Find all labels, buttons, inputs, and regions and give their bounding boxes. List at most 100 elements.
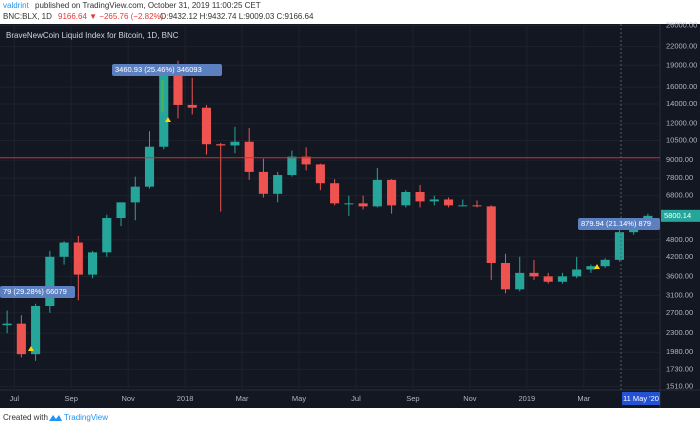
author[interactable]: valdrint	[3, 1, 30, 10]
candle-body	[458, 205, 468, 207]
y-tick-label: 19000.00	[666, 60, 697, 69]
last-price-box	[661, 209, 700, 222]
annotation-box	[578, 218, 660, 230]
candle-body	[45, 256, 55, 306]
logo	[49, 415, 62, 421]
y-tick-label: 10500.00	[666, 136, 697, 145]
y-tick-label: 9000.00	[666, 155, 693, 164]
candle-body	[358, 203, 368, 207]
cursor-date-box	[622, 392, 660, 405]
candle-body	[73, 242, 83, 275]
y-tick-label: 12000.00	[666, 119, 697, 128]
candle-body	[273, 175, 283, 194]
candle-body	[144, 146, 155, 187]
candle-body	[173, 74, 183, 105]
brand[interactable]: TradingView	[64, 413, 108, 422]
y-tick-label: 14000.00	[666, 99, 697, 108]
y-tick-label: 3100.00	[666, 290, 693, 299]
published: published on TradingView.com, October 31…	[35, 1, 261, 10]
candle-body	[372, 179, 382, 207]
annotation: 3460.93 (25.46%) 346093	[115, 65, 202, 74]
symbol: BNC:BLX, 1D	[3, 12, 52, 21]
x-tick-label: Sep	[65, 394, 78, 403]
candle-body	[529, 272, 539, 277]
annotation: 79 (29.28%) 66079	[3, 287, 67, 296]
marker	[165, 117, 171, 122]
candle-body	[201, 107, 212, 145]
candle-body	[230, 141, 240, 146]
x-tick-label: Mar	[236, 394, 249, 403]
candle-body	[330, 183, 340, 204]
candle-body	[16, 323, 26, 355]
candle-body	[515, 272, 525, 290]
y-tick-label: 1980.00	[666, 347, 693, 356]
x-tick-label: Jul	[9, 394, 19, 403]
candle-body	[557, 276, 568, 282]
marker	[594, 264, 600, 269]
candle-body	[130, 186, 140, 203]
candle-body	[187, 104, 197, 108]
candle-body	[415, 191, 425, 202]
annotation: 879.94 (21.14%) 879	[581, 219, 651, 228]
candle-body	[572, 269, 582, 277]
x-tick-label: Nov	[463, 394, 477, 403]
annotation-box	[0, 286, 75, 298]
candle-body	[258, 171, 268, 194]
y-tick-label: 16000.00	[666, 82, 697, 91]
y-tick-label: 26000.00	[666, 20, 697, 29]
last-price-label: 5800.14	[664, 211, 691, 220]
candle-body	[543, 276, 553, 282]
candle-body	[31, 305, 41, 355]
candle-body	[429, 199, 439, 202]
candle-body	[244, 141, 254, 172]
y-tick-label: 7800.00	[666, 173, 693, 182]
candle-body	[116, 202, 126, 219]
candle-body	[287, 156, 297, 176]
candle-body	[387, 179, 397, 206]
x-tick-label: May	[292, 394, 306, 403]
candle-body	[586, 266, 596, 270]
candle-body	[500, 262, 511, 290]
candle-body	[2, 323, 12, 326]
footer-text: Created with	[3, 413, 48, 422]
marker	[28, 346, 34, 351]
candle-body	[59, 242, 69, 257]
x-tick-label: 2018	[177, 394, 194, 403]
y-tick-label: 2700.00	[666, 308, 693, 317]
y-tick-label: 1510.00	[666, 382, 693, 391]
candle-body	[301, 156, 311, 165]
candle-body	[614, 232, 624, 260]
y-tick-label: 4200.00	[666, 252, 693, 261]
candle-body	[600, 259, 610, 267]
x-tick-label: Sep	[406, 394, 419, 403]
change: 9166.64 ▼ −265.76 (−2.82%)	[58, 12, 164, 21]
candle-body	[216, 144, 226, 146]
cursor-date: 11 May '20	[623, 394, 659, 403]
x-tick-label: Jul	[351, 394, 361, 403]
candle-body	[443, 199, 454, 206]
y-tick-label: 4800.00	[666, 235, 693, 244]
candle-body	[315, 164, 325, 184]
y-tick-label: 3600.00	[666, 271, 693, 280]
y-tick-label: 2300.00	[666, 328, 693, 337]
footer-bg	[0, 408, 700, 428]
header-bg	[0, 0, 700, 24]
measure-bar	[161, 80, 164, 112]
y-tick-label: 1730.00	[666, 364, 693, 373]
candle-body	[401, 191, 411, 206]
candle-body	[87, 252, 98, 275]
candle-body	[486, 206, 496, 263]
candle-body	[102, 218, 112, 253]
chart-bg	[0, 24, 700, 408]
x-tick-label: 2019	[519, 394, 536, 403]
candle-body	[344, 203, 354, 205]
chart-title: BraveNewCoin Liquid Index for Bitcoin, 1…	[6, 31, 179, 40]
annotation-box	[112, 64, 222, 76]
candle-body	[472, 205, 482, 207]
y-tick-label: 22000.00	[666, 42, 697, 51]
ohlc: O:9432.12 H:9432.74 L:9009.03 C:9166.64	[160, 12, 314, 21]
x-tick-label: Nov	[121, 394, 135, 403]
x-tick-label: Mar	[577, 394, 590, 403]
y-tick-label: 6800.00	[666, 191, 693, 200]
